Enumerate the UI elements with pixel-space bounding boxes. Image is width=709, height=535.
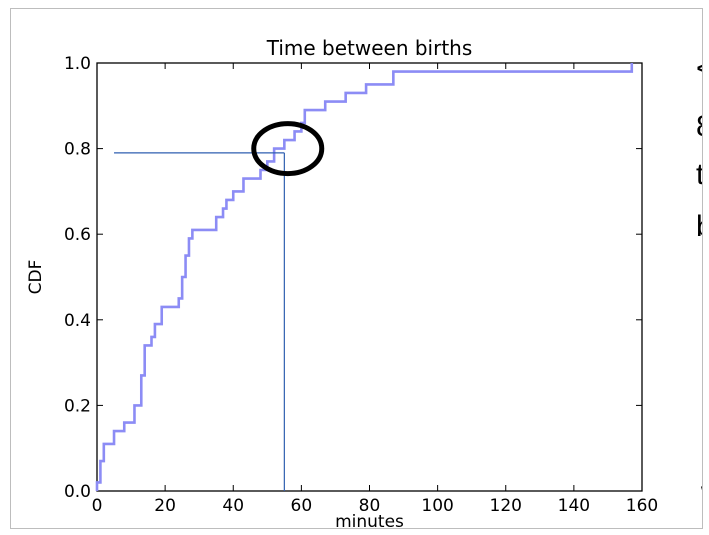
chart-title: Time between births [266,36,473,60]
x-tick-label: 100 [421,496,453,516]
side-text-5: w [701,478,702,508]
plot-frame [96,62,643,492]
y-tick-label: 0.6 [64,225,91,245]
x-tick-label: 20 [154,496,176,516]
side-text-2: 8 [696,112,702,142]
x-tick-label: 140 [558,496,590,516]
x-axis-label: minutes [335,512,404,528]
highlight-circle [251,121,325,177]
x-tick-label: 60 [291,496,313,516]
x-tick-label: 160 [626,496,658,516]
cdf-chart: 0 20 40 60 80 100 120 140 160 0.0 0.2 0.4 0.6 0.8 1.0 T… [26,36,658,528]
side-text-3: t [696,160,702,190]
x-tick-label: 0 [92,496,103,516]
side-text-4: b [696,212,702,242]
y-axis-label: CDF [26,260,46,295]
y-tick-label: 1.0 [64,54,91,74]
x-tick-label: 80 [359,496,381,516]
y-tick-label: 0.4 [64,311,91,331]
x-tick-label: 40 [222,496,244,516]
x-tick-label: 120 [490,496,522,516]
slide-frame: 0 20 40 60 80 100 120 140 160 0.0 0.2 0.4 0.6 0.8 1.0 T… [10,8,703,529]
y-tick-label: 0.0 [64,482,91,502]
y-tick-label: 0.2 [64,396,91,416]
side-text-1: < [696,54,702,84]
cdf-series-line [95,63,634,491]
y-tick-label: 0.8 [64,140,91,160]
